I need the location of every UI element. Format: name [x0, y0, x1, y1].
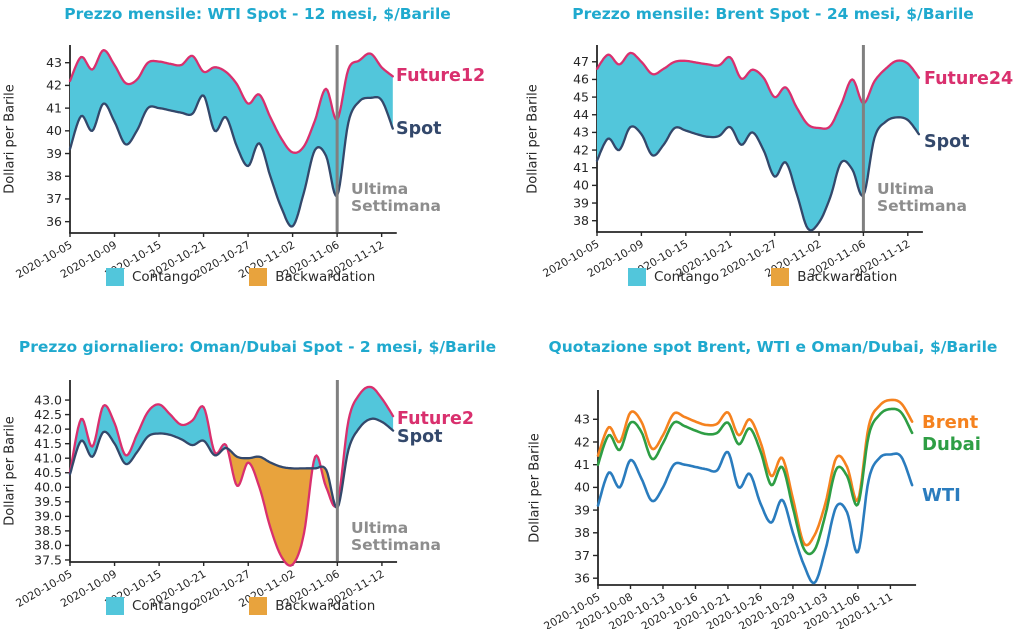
- chart-title: Prezzo mensile: WTI Spot - 12 mesi, $/Ba…: [64, 5, 451, 23]
- contango-label: Contango: [654, 269, 720, 285]
- svg-text:37.5: 37.5: [34, 552, 62, 567]
- svg-text:42.0: 42.0: [34, 421, 62, 436]
- svg-text:41: 41: [46, 100, 62, 115]
- future12-line-label: Future12: [396, 66, 486, 86]
- spot-comparison-line-chart: 43424140393837362020-10-052020-10-082020…: [542, 390, 917, 629]
- dubai-line-label: Dubai: [922, 434, 981, 455]
- contango-label: Contango: [132, 598, 198, 614]
- wti-futures-area-chart: 43424140393837362020-10-052020-10-092020…: [14, 45, 397, 281]
- svg-text:38: 38: [574, 525, 590, 540]
- spot-line-label: Spot: [397, 427, 443, 447]
- svg-text:43: 43: [574, 412, 590, 427]
- svg-text:39.5: 39.5: [34, 494, 62, 509]
- chart-panel-oman-dubai-futures: Prezzo giornaliero: Oman/Dubai Spot - 2 …: [0, 330, 515, 629]
- svg-text:45: 45: [573, 89, 589, 104]
- svg-text:43: 43: [46, 55, 62, 70]
- svg-text:42: 42: [46, 78, 62, 93]
- legend-item-contango: Contango: [106, 597, 197, 615]
- svg-text:44: 44: [573, 107, 589, 122]
- svg-text:41.0: 41.0: [34, 451, 62, 466]
- backwardation-swatch: [771, 268, 790, 286]
- annotation-line-2: Settimana: [877, 196, 967, 215]
- svg-text:40.5: 40.5: [34, 465, 62, 480]
- svg-text:40: 40: [46, 123, 62, 138]
- svg-text:40: 40: [574, 480, 590, 495]
- svg-text:36: 36: [574, 570, 590, 585]
- svg-text:42.5: 42.5: [34, 407, 62, 422]
- wti-line-label: WTI: [922, 485, 961, 506]
- brent-line-label: Brent: [922, 412, 979, 433]
- legend-item-backwardation: Backwardation: [249, 597, 375, 615]
- svg-text:38: 38: [573, 213, 589, 228]
- svg-text:40.0: 40.0: [34, 480, 62, 495]
- svg-text:40: 40: [573, 178, 589, 193]
- svg-text:41: 41: [574, 457, 590, 472]
- annotation-line-2: Settimana: [351, 535, 441, 554]
- ultima-settimana-annotation: Ultima Settimana: [877, 181, 967, 214]
- annotation-line-2: Settimana: [351, 196, 441, 215]
- svg-text:42: 42: [574, 434, 590, 449]
- legend-item-contango: Contango: [106, 268, 197, 286]
- svg-text:39.0: 39.0: [34, 509, 62, 524]
- svg-text:39: 39: [574, 502, 590, 517]
- svg-text:39: 39: [46, 146, 62, 161]
- svg-text:39: 39: [573, 195, 589, 210]
- spot-line-label: Spot: [396, 119, 442, 139]
- svg-text:41.5: 41.5: [34, 436, 62, 451]
- legend: Contango Backwardation: [628, 268, 897, 286]
- annotation-line-1: Ultima: [877, 180, 935, 198]
- backwardation-swatch: [249, 597, 268, 615]
- oman-dubai-futures-area-chart: 43.042.542.041.541.040.540.039.539.038.5…: [14, 380, 398, 610]
- contango-swatch: [106, 597, 124, 615]
- spot-line-label: Spot: [924, 132, 970, 152]
- chart-panel-spot-comparison: Quotazione spot Brent, WTI e Oman/Dubai,…: [515, 330, 1031, 629]
- legend: Contango Backwardation: [106, 597, 375, 615]
- future2-line-label: Future2: [397, 409, 475, 429]
- backwardation-label: Backwardation: [275, 269, 376, 285]
- backwardation-label: Backwardation: [275, 598, 376, 614]
- svg-text:43.0: 43.0: [34, 392, 62, 407]
- future24-line-label: Future24: [924, 69, 1014, 89]
- legend-item-contango: Contango: [628, 268, 719, 286]
- backwardation-label: Backwardation: [797, 269, 898, 285]
- legend: Contango Backwardation: [106, 268, 375, 286]
- ultima-settimana-annotation: Ultima Settimana: [351, 181, 441, 214]
- chart-panel-brent-futures: Prezzo mensile: Brent Spot - 24 mesi, $/…: [515, 0, 1031, 300]
- chart-title: Quotazione spot Brent, WTI e Oman/Dubai,…: [548, 338, 998, 356]
- annotation-line-1: Ultima: [351, 180, 409, 198]
- chart-title: Prezzo giornaliero: Oman/Dubai Spot - 2 …: [18, 338, 497, 356]
- annotation-line-1: Ultima: [351, 519, 409, 537]
- svg-text:46: 46: [573, 72, 589, 87]
- svg-text:38.0: 38.0: [34, 538, 62, 553]
- svg-text:36: 36: [46, 214, 62, 229]
- contango-swatch: [628, 268, 646, 286]
- svg-text:43: 43: [573, 125, 589, 140]
- contango-swatch: [106, 268, 124, 286]
- brent-futures-area-chart: 474645444342414039382020-10-052020-10-09…: [541, 45, 923, 280]
- contango-label: Contango: [132, 269, 198, 285]
- legend-item-backwardation: Backwardation: [249, 268, 375, 286]
- chart-title: Prezzo mensile: Brent Spot - 24 mesi, $/…: [572, 5, 974, 23]
- ultima-settimana-annotation: Ultima Settimana: [351, 520, 441, 553]
- svg-text:37: 37: [574, 548, 590, 563]
- svg-text:37: 37: [46, 191, 62, 206]
- svg-text:41: 41: [573, 160, 589, 175]
- backwardation-swatch: [249, 268, 268, 286]
- legend-item-backwardation: Backwardation: [771, 268, 897, 286]
- svg-text:47: 47: [573, 54, 589, 69]
- svg-text:42: 42: [573, 142, 589, 157]
- chart-panel-wti-futures: Prezzo mensile: WTI Spot - 12 mesi, $/Ba…: [0, 0, 515, 300]
- svg-text:38.5: 38.5: [34, 523, 62, 538]
- svg-text:38: 38: [46, 169, 62, 184]
